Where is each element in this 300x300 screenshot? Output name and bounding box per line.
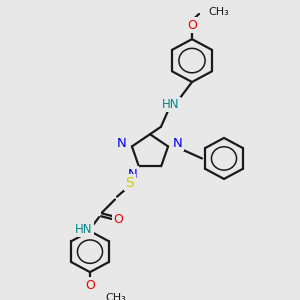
Text: O: O: [187, 19, 197, 32]
Text: O: O: [85, 279, 95, 292]
Text: CH₃: CH₃: [105, 293, 126, 300]
Text: S: S: [126, 176, 134, 190]
Text: HN: HN: [162, 98, 180, 111]
Text: CH₃: CH₃: [208, 7, 229, 17]
Text: N: N: [117, 137, 127, 150]
Text: HN: HN: [75, 223, 93, 236]
Text: O: O: [113, 214, 123, 226]
Text: N: N: [128, 168, 138, 181]
Text: N: N: [173, 137, 183, 150]
